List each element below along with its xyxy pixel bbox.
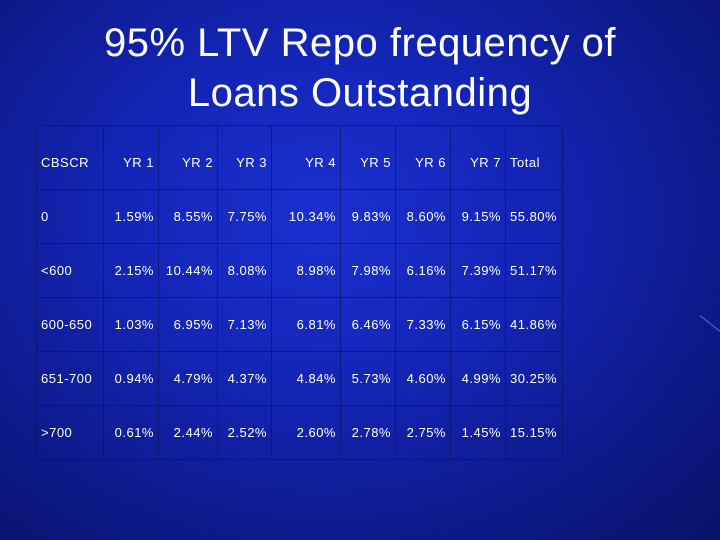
row-label-cbscr: >700	[36, 405, 104, 460]
decorative-streak	[699, 315, 720, 341]
column-header: YR 3	[217, 125, 272, 190]
table-cell: 5.73%	[340, 351, 396, 406]
table-row: 0 1.59% 8.55% 7.75% 10.34% 9.83% 8.60% 9.15% 55.…	[36, 189, 563, 244]
table-cell: 8.55%	[158, 189, 218, 244]
row-label-cbscr: <600	[36, 243, 104, 298]
column-header: Total	[505, 125, 563, 190]
table-cell: 6.81%	[271, 297, 341, 352]
table-cell: 4.79%	[158, 351, 218, 406]
table-cell: 6.46%	[340, 297, 396, 352]
table-cell: 7.98%	[340, 243, 396, 298]
table-cell: 0.61%	[103, 405, 159, 460]
table-cell: 8.98%	[271, 243, 341, 298]
table-cell: 2.15%	[103, 243, 159, 298]
table-cell: 9.15%	[450, 189, 506, 244]
slide-title: 95% LTV Repo frequency of Loans Outstand…	[0, 18, 720, 118]
table-cell: 2.78%	[340, 405, 396, 460]
table-cell: 10.34%	[271, 189, 341, 244]
table-row: >700 0.61% 2.44% 2.52% 2.60% 2.78% 2.75% 1.45% 1…	[36, 405, 563, 460]
table-row: <600 2.15% 10.44% 8.08% 8.98% 7.98% 6.16% 7.39%…	[36, 243, 563, 298]
table-cell: 8.08%	[217, 243, 272, 298]
column-header: YR 4	[271, 125, 341, 190]
table-cell: 15.15%	[505, 405, 563, 460]
table-cell: 30.25%	[505, 351, 563, 406]
table-cell: 9.83%	[340, 189, 396, 244]
slide-title-line-2: Loans Outstanding	[187, 71, 533, 115]
table-cell: 7.39%	[450, 243, 506, 298]
table-cell: 1.59%	[103, 189, 159, 244]
row-label-cbscr: 651-700	[36, 351, 104, 406]
table-cell: 55.80%	[505, 189, 563, 244]
column-header: YR 6	[395, 125, 451, 190]
table-cell: 10.44%	[158, 243, 218, 298]
table-cell: 0.94%	[103, 351, 159, 406]
column-header: YR 7	[450, 125, 506, 190]
table-cell: 41.86%	[505, 297, 563, 352]
column-header: YR 1	[103, 125, 159, 190]
row-label-cbscr: 0	[36, 189, 104, 244]
table-cell: 2.75%	[395, 405, 451, 460]
table-row: 651-700 0.94% 4.79% 4.37% 4.84% 5.73% 4.60% 4.9…	[36, 351, 563, 406]
table-cell: 1.45%	[450, 405, 506, 460]
repo-frequency-table: CBSCR YR 1 YR 2 YR 3 YR 4 YR 5 YR 6 YR 7 Total 0 1…	[36, 125, 563, 460]
table-cell: 2.60%	[271, 405, 341, 460]
table-cell: 6.16%	[395, 243, 451, 298]
table-cell: 6.95%	[158, 297, 218, 352]
row-label-cbscr: 600-650	[36, 297, 104, 352]
table-cell: 4.37%	[217, 351, 272, 406]
column-header: YR 2	[158, 125, 218, 190]
table-cell: 6.15%	[450, 297, 506, 352]
table-row: 600-650 1.03% 6.95% 7.13% 6.81% 6.46% 7.33% 6.1…	[36, 297, 563, 352]
table-header-row: CBSCR YR 1 YR 2 YR 3 YR 4 YR 5 YR 6 YR 7 Total	[36, 125, 563, 190]
table-cell: 8.60%	[395, 189, 451, 244]
table-cell: 7.75%	[217, 189, 272, 244]
table-cell: 7.33%	[395, 297, 451, 352]
table-cell: 4.84%	[271, 351, 341, 406]
table-cell: 1.03%	[103, 297, 159, 352]
table-cell: 7.13%	[217, 297, 272, 352]
slide-title-line-1: 95% LTV Repo frequency of	[103, 21, 617, 65]
table-cell: 4.60%	[395, 351, 451, 406]
table-cell: 2.44%	[158, 405, 218, 460]
table-cell: 4.99%	[450, 351, 506, 406]
table-cell: 2.52%	[217, 405, 272, 460]
table-cell: 51.17%	[505, 243, 563, 298]
column-header: YR 5	[340, 125, 396, 190]
column-header: CBSCR	[36, 125, 104, 190]
